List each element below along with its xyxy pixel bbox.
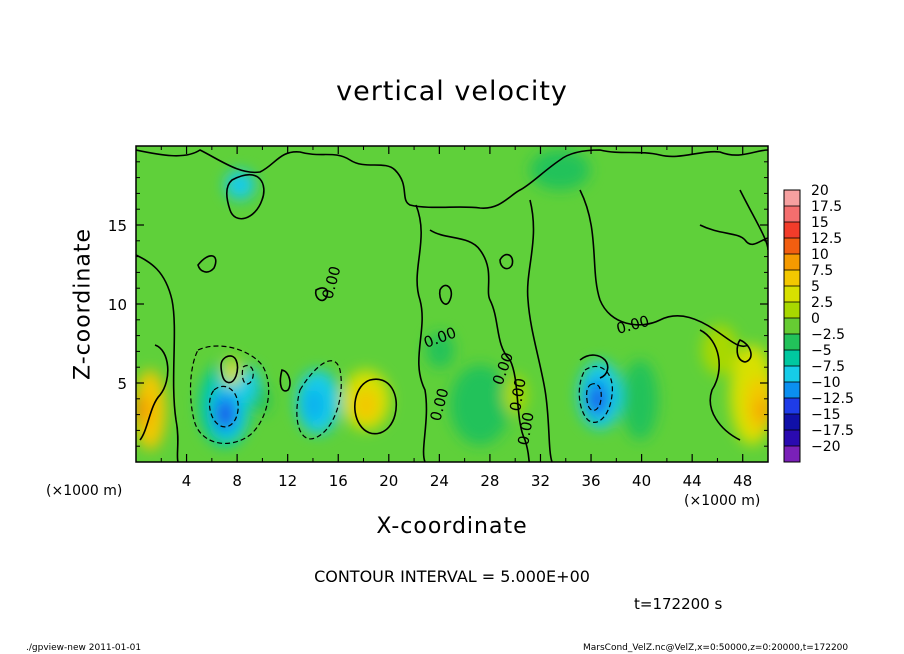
x-tick-label: 12	[278, 472, 297, 490]
colorbar-label: −10	[811, 375, 841, 391]
x-tick-label: 8	[232, 472, 242, 490]
colorbar-label: −15	[811, 407, 841, 423]
colorbar-label: 15	[811, 215, 829, 231]
y-axis: 5 10 15	[108, 161, 768, 447]
colorbar-label: 5	[811, 279, 820, 295]
colorbar-swatch	[784, 430, 800, 447]
chart-title: vertical velocity	[336, 76, 568, 107]
x-tick-label: 32	[531, 472, 550, 490]
colorbar-swatch	[784, 318, 800, 335]
colorbar: 2017.51512.5107.552.50−2.5−5−7.5−10−12.5…	[783, 183, 854, 463]
x-tick-label: 24	[430, 472, 449, 490]
colorbar-swatch	[784, 334, 800, 351]
x-tick-label: 40	[632, 472, 651, 490]
y-axis-unit: (×1000 m)	[46, 483, 123, 499]
x-tick-label: 16	[329, 472, 348, 490]
colorbar-swatch	[784, 190, 800, 207]
colorbar-swatch	[784, 238, 800, 255]
colorbar-label: −2.5	[811, 327, 845, 343]
colorbar-label: −20	[811, 439, 841, 455]
colorbar-swatch	[784, 398, 800, 415]
footer-left: ./gpview-new 2011-01-01	[26, 643, 142, 653]
footer-right: MarsCond_VelZ.nc@VelZ,x=0:50000,z=0:2000…	[583, 643, 849, 653]
x-tick-label: 20	[379, 472, 398, 490]
colorbar-swatch	[784, 286, 800, 303]
colorbar-label: 2.5	[811, 295, 833, 311]
colorbar-label: 12.5	[811, 231, 842, 247]
x-tick-label: 4	[182, 472, 192, 490]
x-tick-label: 36	[581, 472, 600, 490]
colorbar-label: −5	[811, 343, 832, 359]
colorbar-swatch	[784, 254, 800, 271]
y-axis-label: Z-coordinate	[70, 228, 96, 380]
colorbar-label: −12.5	[811, 391, 854, 407]
colorbar-label: 10	[811, 247, 829, 263]
x-axis-label: X-coordinate	[376, 514, 528, 539]
contour-interval: CONTOUR INTERVAL = 5.000E+00	[314, 567, 590, 586]
colorbar-swatch	[784, 270, 800, 287]
x-tick-label: 48	[733, 472, 752, 490]
colorbar-swatch	[784, 350, 800, 367]
y-tick-label: 10	[108, 296, 127, 314]
y-tick-label: 15	[108, 217, 127, 235]
x-axis: 4 8 12 16 20 24 28 32 36 40 44 48	[160, 146, 752, 490]
x-tick-label: 28	[480, 472, 499, 490]
x-axis-unit: (×1000 m)	[684, 493, 761, 509]
colorbar-swatch	[784, 206, 800, 223]
heatmap-field: 0.00 0.00 0.00 0.00 0.00 0.00 0.00	[136, 146, 768, 462]
colorbar-label: 20	[811, 183, 829, 199]
contour-label: 0.00	[506, 377, 530, 413]
colorbar-swatch	[784, 382, 800, 399]
y-tick-label: 5	[117, 375, 127, 393]
colorbar-swatch	[784, 222, 800, 239]
x-tick-label: 44	[683, 472, 702, 490]
colorbar-swatch	[784, 302, 800, 319]
colorbar-swatch	[784, 414, 800, 431]
colorbar-label: −17.5	[811, 423, 854, 439]
colorbar-label: 17.5	[811, 199, 842, 215]
colorbar-label: −7.5	[811, 359, 845, 375]
colorbar-label: 0	[811, 311, 820, 327]
contour-label: 0.00	[514, 411, 538, 447]
colorbar-swatch	[784, 446, 800, 463]
time-label: t=172200 s	[634, 595, 723, 613]
colorbar-swatch	[784, 366, 800, 383]
colorbar-label: 7.5	[811, 263, 833, 279]
